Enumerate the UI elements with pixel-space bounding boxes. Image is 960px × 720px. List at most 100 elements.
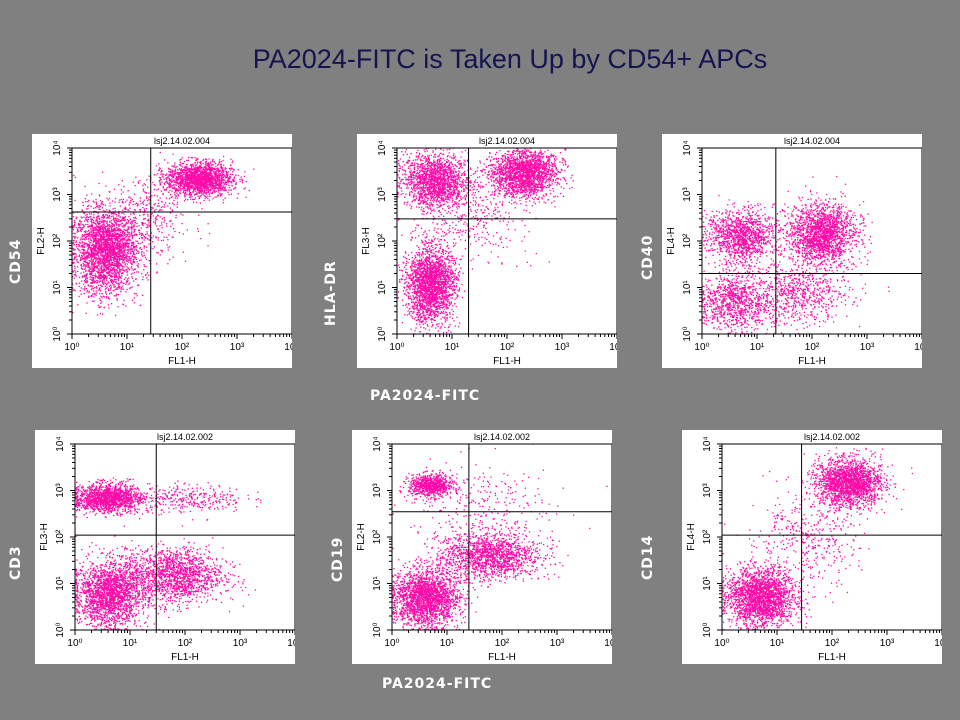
- event-dot: [126, 257, 128, 259]
- event-dot: [123, 226, 125, 229]
- event-dot: [155, 208, 157, 211]
- event-dot: [109, 268, 112, 270]
- event-dot: [135, 244, 137, 247]
- event-dot: [208, 168, 210, 171]
- event-dot: [78, 282, 81, 284]
- event-dot: [124, 219, 126, 221]
- event-dot: [116, 259, 118, 261]
- event-dot: [152, 207, 154, 209]
- event-dot: [198, 179, 200, 181]
- event-dot: [212, 191, 214, 194]
- event-dot: [173, 179, 175, 182]
- event-dot: [204, 172, 206, 174]
- event-dot: [158, 167, 161, 169]
- event-dot: [148, 274, 150, 276]
- event-dot: [172, 187, 174, 189]
- event-dot: [196, 180, 198, 182]
- event-dot: [113, 188, 116, 190]
- event-dot: [162, 206, 164, 208]
- event-dot: [248, 189, 250, 192]
- event-dot: [189, 189, 191, 191]
- event-dot: [201, 180, 204, 183]
- event-dot: [199, 202, 201, 204]
- event-dot: [161, 175, 164, 177]
- event-dot: [114, 232, 116, 234]
- event-dot: [212, 198, 214, 200]
- event-dot: [239, 178, 241, 180]
- event-dot: [146, 224, 148, 226]
- event-dot: [146, 231, 148, 233]
- event-dot: [101, 248, 103, 251]
- event-dot: [225, 170, 227, 172]
- event-dot: [190, 165, 192, 167]
- event-dot: [179, 188, 181, 190]
- event-dot: [110, 264, 112, 266]
- event-dot: [132, 219, 134, 222]
- event-dot: [83, 246, 85, 248]
- event-dot: [183, 178, 185, 181]
- event-dot: [114, 269, 116, 271]
- event-dot: [199, 178, 201, 181]
- event-dot: [121, 268, 123, 270]
- event-dot: [126, 266, 128, 268]
- event-dot: [84, 256, 86, 258]
- event-dot: [94, 275, 96, 277]
- event-dot: [186, 178, 189, 181]
- event-dot: [113, 219, 115, 222]
- event-dot: [231, 167, 233, 169]
- event-dot: [128, 203, 130, 205]
- event-dot: [220, 177, 222, 179]
- event-dot: [112, 234, 114, 236]
- event-dot: [75, 275, 78, 277]
- event-dot: [203, 195, 205, 197]
- event-dot: [199, 161, 201, 163]
- event-dot: [83, 235, 85, 237]
- event-dot: [97, 262, 99, 265]
- event-dot: [192, 201, 195, 203]
- event-dot: [95, 286, 97, 288]
- event-dot: [173, 199, 175, 202]
- event-dot: [196, 186, 198, 188]
- event-dot: [210, 168, 213, 170]
- event-dot: [177, 177, 180, 179]
- event-dot: [180, 165, 182, 167]
- event-dot: [116, 228, 119, 231]
- event-dot: [102, 263, 104, 265]
- event-dot: [79, 242, 81, 244]
- event-dot: [122, 269, 124, 271]
- event-dot: [157, 199, 159, 201]
- event-dot: [127, 222, 129, 224]
- event-dot: [109, 221, 111, 223]
- event-dot: [88, 240, 90, 242]
- event-dot: [198, 173, 200, 175]
- event-dot: [95, 220, 97, 222]
- event-dot: [110, 272, 112, 274]
- event-dot: [107, 272, 109, 274]
- event-dot: [134, 185, 136, 187]
- event-dot: [97, 230, 100, 232]
- event-dot: [214, 186, 216, 188]
- event-dot: [224, 175, 227, 177]
- event-dot: [200, 183, 202, 185]
- event-dot: [104, 240, 106, 242]
- event-dot: [100, 261, 102, 263]
- event-dot: [130, 213, 132, 215]
- event-dot: [436, 316, 439, 318]
- event-dot: [169, 184, 172, 186]
- event-dot: [106, 241, 108, 243]
- event-dot: [222, 179, 225, 181]
- event-dot: [139, 200, 141, 202]
- event-dot: [92, 285, 94, 287]
- event-dot: [177, 169, 179, 171]
- event-dot: [180, 179, 182, 181]
- event-dot: [137, 181, 139, 183]
- event-dot: [88, 199, 90, 202]
- event-dot: [79, 259, 82, 262]
- event-dot: [98, 229, 100, 232]
- event-dot: [138, 232, 141, 234]
- event-dot: [137, 284, 139, 286]
- event-dot: [206, 168, 208, 170]
- event-dot: [145, 233, 147, 236]
- event-dot: [111, 200, 114, 202]
- event-dot: [131, 224, 133, 226]
